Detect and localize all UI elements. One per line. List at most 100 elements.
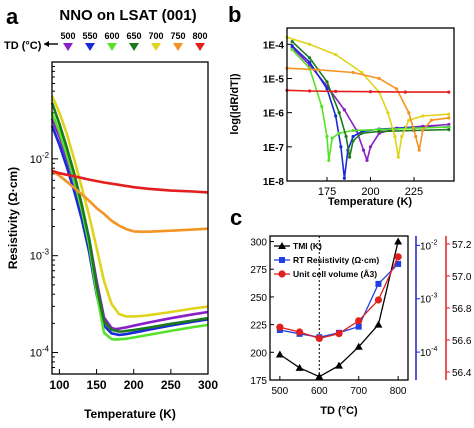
- panel-b-y-tick-label: 1E-6: [263, 109, 285, 120]
- panel-b-point-650: [348, 155, 352, 159]
- panel-b-point-600: [327, 158, 331, 162]
- panel-b-point-750: [377, 76, 381, 81]
- panel-b-point-500: [447, 122, 451, 127]
- panel-a-frame: [51, 61, 209, 375]
- panel-c: c 500 600 700 800 175 200 225 250 275 300 10-4 10-3…: [230, 205, 472, 417]
- panel-b-point-550: [334, 114, 338, 118]
- panel-b-point-800: [308, 89, 312, 93]
- panel-b-axes: 175 200 225 1E-8 1E-7 1E-6 1E-5 1E-4: [263, 40, 423, 198]
- td-marker-row: 500 550 600 650 700 750 800: [44, 31, 208, 51]
- td-label-650: 650: [126, 31, 141, 41]
- panel-c-point-square: [395, 260, 402, 267]
- panel-b-y-tick-label: 1E-4: [263, 40, 285, 51]
- panel-b-point-650: [377, 129, 381, 134]
- panel-c-point-triangle: [374, 320, 383, 328]
- td-label-750: 750: [170, 31, 185, 41]
- panel-c-legend-triangle-icon: [278, 242, 286, 249]
- panel-b-point-500: [361, 148, 366, 152]
- panel-a-title: NNO on LSAT (001): [59, 7, 196, 24]
- td-marker-triangle-650: [129, 43, 139, 51]
- panel-b-series-650: [291, 41, 449, 158]
- panel-c-point-triangle: [394, 237, 403, 245]
- panel-b-series: [285, 35, 451, 180]
- panel-c-point-triangle: [354, 342, 363, 350]
- td-marker-triangle-800: [195, 43, 205, 51]
- panel-b-series-500: [291, 47, 449, 162]
- panel-c-left-tick-label: 250: [250, 293, 267, 304]
- panel-b-point-650: [351, 139, 355, 143]
- panel-b-point-700: [334, 53, 338, 57]
- panel-c-mid-tick-label: 10-3: [420, 293, 437, 306]
- panel-b-point-800: [368, 90, 373, 94]
- panel-a-y-tick-label: 10-3: [30, 248, 50, 263]
- panel-c-x-tick-label: 600: [311, 386, 328, 397]
- panel-b-point-750: [421, 128, 425, 133]
- panel-b-frame: [286, 27, 455, 182]
- panel-b-point-650: [337, 111, 341, 115]
- panel-a-x-tick-label: 100: [49, 378, 69, 392]
- panel-b-point-650: [325, 80, 329, 84]
- panel-b-point-800: [447, 90, 451, 94]
- panel-c-xlabel: TD (°C): [320, 405, 358, 417]
- panel-b-point-700: [360, 70, 364, 75]
- panel-b-point-750: [316, 68, 320, 72]
- panel-b-point-500: [368, 145, 373, 149]
- panel-b-point-750: [407, 111, 411, 115]
- panel-a-series-500: [50, 118, 209, 331]
- panel-c-left-tick-label: 175: [250, 376, 267, 387]
- panel-c-point-triangle: [315, 372, 324, 380]
- panel-a-x-tick-label: 150: [87, 378, 107, 392]
- panel-c-point-triangle: [275, 350, 284, 358]
- panel-c-point-circle: [315, 334, 323, 342]
- panel-c-point-circle: [374, 296, 383, 304]
- panel-b-point-600: [320, 105, 324, 109]
- panel-b-point-500: [342, 108, 346, 112]
- panel-b-point-650: [360, 131, 364, 135]
- panel-c-point-square: [375, 280, 382, 287]
- panel-b-point-750: [414, 134, 418, 139]
- td-label-800: 800: [192, 31, 207, 41]
- panel-c-x-tick-label: 800: [390, 386, 407, 397]
- panel-a-xlabel: Temperature (K): [84, 407, 176, 421]
- panel-b-y-tick-label: 1E-7: [263, 143, 285, 154]
- panel-a-x-tick-label: 250: [161, 378, 181, 392]
- panel-b-series-700: [286, 36, 449, 158]
- td-label-700: 700: [148, 31, 163, 41]
- panel-c-series: [275, 237, 403, 380]
- panel-b-point-600: [325, 134, 329, 139]
- panel-b-point-750: [417, 148, 421, 152]
- panel-b-point-700: [308, 42, 312, 46]
- panel-b-point-600: [351, 128, 355, 133]
- panel-b-point-700: [421, 114, 425, 118]
- panel-b-point-550: [342, 176, 346, 180]
- panel-c-point-circle: [295, 328, 304, 336]
- panel-label-c: c: [230, 205, 242, 230]
- panel-c-left-tick-label: 300: [250, 238, 267, 249]
- panel-c-left-tick-label: 225: [250, 321, 267, 332]
- td-label-500: 500: [60, 31, 75, 41]
- panel-c-point-triangle: [295, 363, 304, 371]
- panel-b-point-600: [337, 131, 341, 135]
- panel-c-right-tick-label: 56.6: [452, 336, 472, 347]
- panel-a-series: [50, 95, 209, 341]
- panel-a-series-750: [51, 169, 209, 233]
- panel-b-point-650: [308, 56, 312, 60]
- panel-b-point-800: [403, 90, 407, 94]
- td-marker-triangle-500: [63, 43, 73, 51]
- td-marker-triangle-750: [173, 43, 183, 51]
- panel-c-point-circle: [276, 323, 284, 331]
- td-label-600: 600: [104, 31, 119, 41]
- panel-b-point-750: [351, 70, 355, 75]
- panel-c-left-tick-label: 200: [250, 348, 267, 359]
- panel-b-point-700: [407, 118, 411, 122]
- panel-b-point-550: [308, 60, 312, 64]
- panel-c-legend-label: RT Resistivity (Ω·cm): [293, 255, 379, 265]
- panel-a-x-tick-label: 300: [198, 378, 218, 392]
- panel-c-legend-label: Unit cell volume (Å3): [293, 269, 377, 279]
- panel-b: b 175 200 225 1E-8 1E-7 1E-6 1E-5 1E-4 Temperat…: [228, 2, 455, 208]
- panel-c-legend-circle-icon: [278, 270, 286, 278]
- panel-b-point-700: [396, 155, 400, 159]
- td-label-550: 550: [82, 31, 97, 41]
- panel-c-axes: 500 600 700 800 175 200 225 250 275 300 10-4 10-3 10…: [250, 236, 472, 397]
